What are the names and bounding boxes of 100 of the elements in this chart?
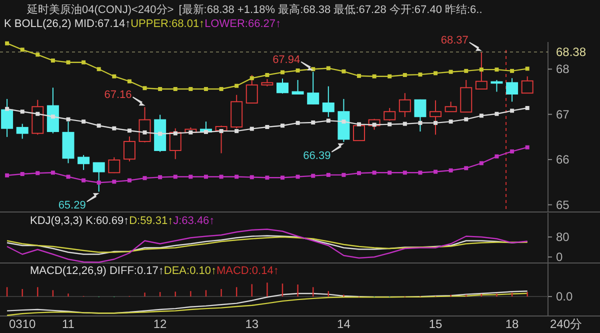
point [418, 170, 422, 175]
x-axis-title: 240分 [550, 317, 582, 331]
point [448, 120, 453, 124]
point [494, 68, 499, 72]
point [204, 87, 208, 92]
point [112, 126, 116, 130]
point [188, 87, 193, 92]
point [525, 106, 530, 110]
point [204, 174, 208, 179]
legend-title: KDJ(9,3,3) [30, 215, 86, 227]
point [402, 73, 407, 78]
point [510, 68, 514, 73]
point [434, 170, 438, 174]
point [36, 112, 40, 116]
point [326, 118, 330, 123]
point [494, 112, 499, 116]
point [357, 74, 362, 78]
legend-title: MACD(12,26,9) [30, 265, 110, 277]
point [388, 74, 392, 78]
point [82, 120, 86, 124]
text: DIFF:0.17↑ [109, 265, 164, 277]
point [127, 128, 132, 133]
point [173, 131, 178, 136]
point [434, 71, 438, 76]
point [464, 166, 468, 170]
point [96, 67, 101, 72]
point [158, 132, 162, 136]
y-tick-label: 68 [556, 62, 570, 76]
point [479, 114, 484, 118]
chart-title: 延时美原油04(CONJ)<240分> [26, 3, 174, 16]
point [402, 170, 407, 175]
text: UPPER:68.01↑ [130, 18, 205, 30]
point [326, 172, 330, 177]
point [173, 174, 178, 179]
point [510, 108, 514, 113]
point [265, 125, 270, 129]
point [418, 120, 422, 125]
point [66, 60, 70, 64]
point [20, 172, 24, 176]
text: DEA:0.10↑ [164, 265, 216, 277]
point [219, 129, 224, 134]
point [5, 106, 10, 111]
x-tick-label: 11 [62, 317, 75, 331]
y-tick-label: 0 [556, 250, 563, 264]
x-tick-label: 12 [153, 317, 168, 331]
line-series [6, 228, 528, 263]
point [265, 73, 270, 78]
point [372, 74, 376, 78]
y-tick-label: 67 [556, 107, 570, 122]
point [5, 41, 10, 46]
point [173, 87, 178, 92]
x-tick-label: 13 [245, 317, 259, 331]
point [418, 72, 422, 77]
point [311, 174, 316, 178]
point [234, 84, 239, 88]
point [5, 173, 10, 178]
point [510, 149, 514, 154]
point [142, 176, 147, 180]
point [296, 174, 300, 179]
annotation: 67.16 [104, 89, 132, 102]
point [434, 120, 438, 125]
point [219, 87, 224, 92]
series-label: MACD:0.14↑ [216, 265, 279, 277]
series-label: D:59.31↑ [129, 215, 174, 227]
point [342, 172, 346, 177]
text: LOWER:66.27↑ [204, 18, 281, 30]
point [357, 171, 362, 176]
point [494, 154, 499, 158]
candlestick [1, 98, 14, 138]
ref-line-label: 68.38 [556, 44, 586, 59]
point [296, 68, 300, 72]
point [265, 176, 270, 180]
x-tick-label: 14 [337, 317, 351, 331]
point [342, 120, 346, 124]
point [448, 168, 453, 172]
point [50, 114, 55, 119]
point [66, 174, 70, 179]
x-tick-label: 15 [428, 317, 443, 331]
point [388, 122, 392, 126]
candlestick [322, 86, 334, 118]
point [219, 174, 224, 179]
candlestick [62, 121, 74, 164]
candlestick [398, 92, 411, 118]
point [388, 170, 392, 175]
point [250, 175, 254, 180]
point [127, 79, 132, 84]
point [112, 180, 116, 184]
point [50, 170, 55, 175]
y-tick-label: 66 [556, 152, 570, 167]
point [448, 70, 453, 74]
text: K:60.69↑ [86, 215, 130, 227]
point [36, 171, 40, 176]
point [280, 124, 284, 128]
point [280, 70, 284, 74]
point [402, 122, 407, 126]
point [342, 69, 346, 74]
point [464, 68, 468, 73]
series-label: J:63.46↑ [173, 215, 215, 227]
point [66, 117, 70, 122]
y-tick-label: 80 [556, 230, 570, 244]
